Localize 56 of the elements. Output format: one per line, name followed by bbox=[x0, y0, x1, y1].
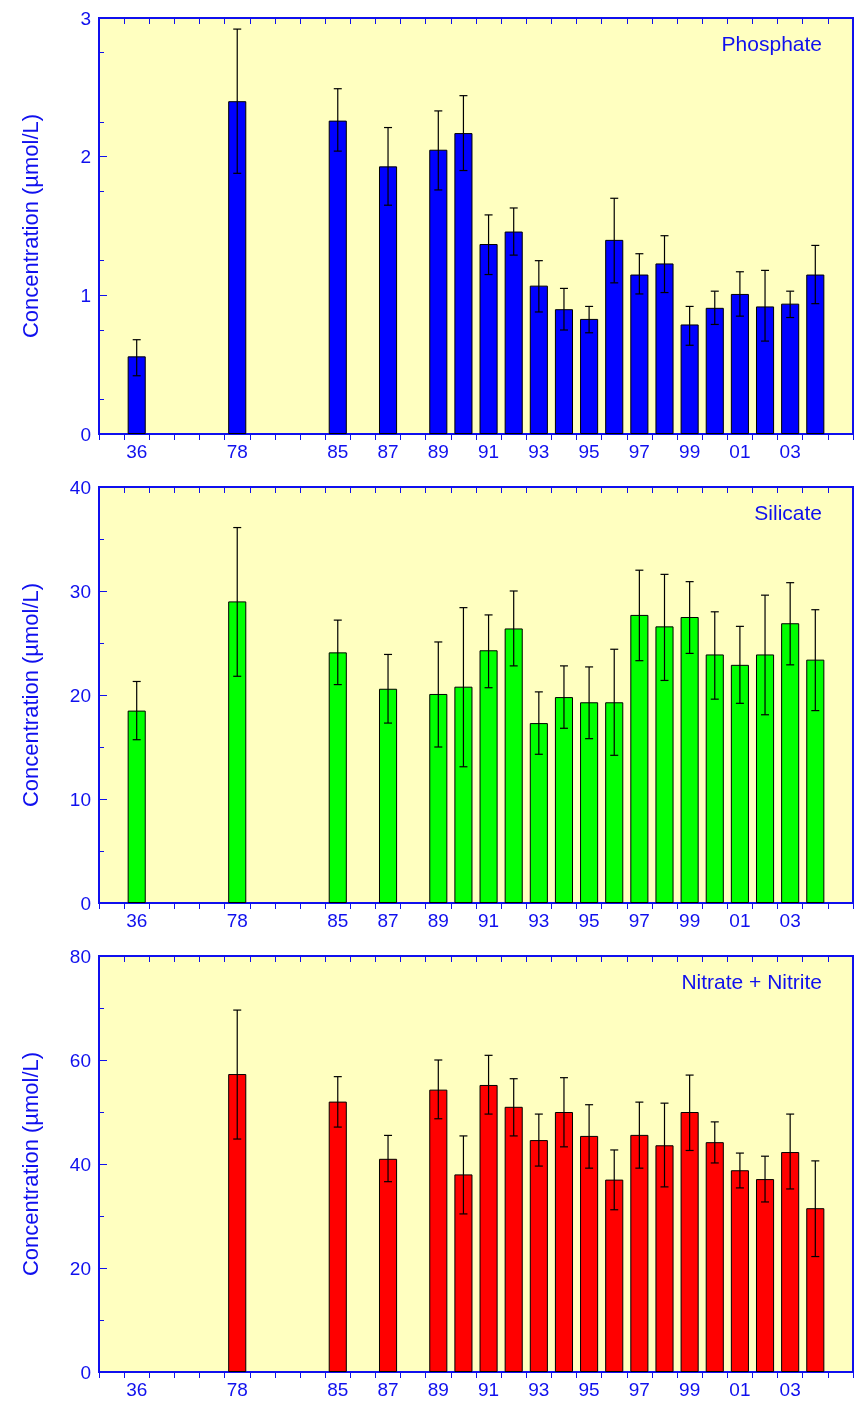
x-tick-label: 97 bbox=[628, 441, 650, 462]
text: Nitrate + Nitrite bbox=[681, 970, 822, 993]
x-tick-label: 99 bbox=[679, 910, 701, 931]
x-tick-label: 99 bbox=[679, 441, 701, 462]
y-tick-label: 1 bbox=[80, 284, 91, 306]
x-tick-label: 89 bbox=[427, 441, 449, 462]
x-tick-label: 78 bbox=[226, 910, 248, 931]
y-axis-title: Concentration (µmol/L) bbox=[17, 113, 43, 339]
x-tick-label: 03 bbox=[779, 441, 801, 462]
y-tick-label: 20 bbox=[69, 684, 91, 706]
y-tick-label: 40 bbox=[69, 1153, 91, 1175]
x-tick-label: 93 bbox=[528, 1379, 550, 1400]
y-tick-label: 40 bbox=[69, 476, 91, 498]
x-tick-label: 36 bbox=[126, 910, 148, 931]
x-tick-label: 95 bbox=[578, 1379, 600, 1400]
x-tick-label: 36 bbox=[126, 1379, 148, 1400]
y-tick-label: 60 bbox=[69, 1049, 91, 1071]
text: Silicate bbox=[754, 501, 823, 524]
x-tick-label: 91 bbox=[478, 910, 500, 931]
x-tick-label: 89 bbox=[427, 910, 449, 931]
y-tick-label: 10 bbox=[69, 788, 91, 810]
x-tick-label: 36 bbox=[126, 441, 148, 462]
x-tick-label: 97 bbox=[628, 1379, 650, 1400]
y-tick-label: 0 bbox=[80, 1361, 91, 1383]
x-tick-label: 85 bbox=[327, 441, 349, 462]
x-tick-label: 91 bbox=[478, 1379, 500, 1400]
x-tick-label: 85 bbox=[327, 910, 349, 931]
x-tick-label: 78 bbox=[226, 441, 248, 462]
y-tick-label: 80 bbox=[69, 945, 91, 967]
x-tick-label: 91 bbox=[478, 441, 500, 462]
x-tick-label: 93 bbox=[528, 910, 550, 931]
y-axis-title: Concentration (µmol/L) bbox=[17, 1051, 43, 1277]
x-tick-label: 87 bbox=[377, 1379, 399, 1400]
x-tick-label: 01 bbox=[729, 1379, 751, 1400]
x-tick-label: 01 bbox=[729, 441, 751, 462]
x-tick-label: 03 bbox=[779, 910, 801, 931]
x-tick-label: 99 bbox=[679, 1379, 701, 1400]
x-tick-label: 03 bbox=[779, 1379, 801, 1400]
x-tick-label: 78 bbox=[226, 1379, 248, 1400]
x-tick-label: 95 bbox=[578, 441, 600, 462]
y-tick-label: 20 bbox=[69, 1257, 91, 1279]
x-tick-label: 93 bbox=[528, 441, 550, 462]
x-tick-label: 85 bbox=[327, 1379, 349, 1400]
y-tick-label: 0 bbox=[80, 423, 91, 445]
y-tick-label: 3 bbox=[80, 7, 91, 29]
x-tick-label: 89 bbox=[427, 1379, 449, 1400]
y-tick-label: 2 bbox=[80, 146, 91, 168]
x-tick-label: 87 bbox=[377, 441, 399, 462]
x-tick-label: 97 bbox=[628, 910, 650, 931]
y-axis-title: Concentration (µmol/L) bbox=[17, 582, 43, 808]
y-tick-label: 0 bbox=[80, 892, 91, 914]
x-tick-label: 95 bbox=[578, 910, 600, 931]
x-tick-label: 87 bbox=[377, 910, 399, 931]
x-tick-label: 01 bbox=[729, 910, 751, 931]
text: Phosphate bbox=[721, 32, 823, 55]
y-tick-label: 30 bbox=[69, 580, 91, 602]
